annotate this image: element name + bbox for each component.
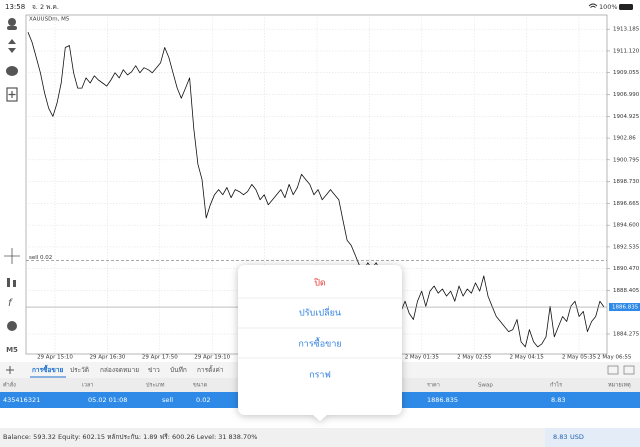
x-tick-label: 2 May 06:55: [597, 355, 632, 361]
x-tick-label: 29 Apr 15:10: [37, 355, 73, 361]
popup-arrow: [312, 414, 328, 421]
footer: [0, 428, 640, 447]
total-profit: 8.83: [553, 433, 567, 441]
column-header: ประเภท: [146, 382, 165, 389]
popup-separators: [238, 297, 402, 359]
y-tick-label: 1902.86: [613, 136, 636, 142]
cell: 1886.835: [427, 396, 458, 404]
x-tick-label: 2 May 01:35: [405, 355, 440, 361]
crosshair-icon[interactable]: [4, 248, 20, 264]
y-tick-label: 1906.990: [613, 92, 640, 98]
x-tick-label: 2 May 04:15: [509, 355, 544, 361]
y-tick-label: 1890.470: [613, 266, 640, 272]
grid: [26, 15, 607, 354]
tab[interactable]: การตั้งค่า: [197, 365, 224, 374]
menu-trade[interactable]: การซื้อขาย: [298, 337, 341, 350]
tab[interactable]: ประวัติ: [70, 366, 89, 374]
symbol-label: XAUUSDm, M5: [29, 17, 70, 23]
x-tick-label: 29 Apr 16:30: [89, 355, 125, 361]
x-tick-label: 2 May 02:55: [457, 355, 492, 361]
column-header: ขนาด: [193, 383, 208, 389]
column-header: Swap: [478, 383, 493, 389]
tab[interactable]: บันทึก: [170, 366, 187, 374]
toolbar: f: [4, 18, 20, 331]
timeframe[interactable]: M5: [6, 346, 18, 354]
x-tick-label: 29 Apr 17:50: [142, 355, 178, 361]
axes: 1913.185 1911.120 1909.055 1906.990 1904.925…: [26, 27, 640, 361]
bid-label-bg: [609, 303, 640, 312]
y-tick-label: 1888.405: [613, 288, 640, 294]
account-icon[interactable]: [8, 18, 16, 26]
column-header: หมายเหตุ: [608, 383, 631, 389]
y-tick-label: 1913.185: [613, 27, 640, 33]
y-tick-label: 1904.925: [613, 114, 640, 120]
candles-icon-2: [13, 280, 16, 287]
tab[interactable]: การซื้อขาย: [32, 364, 63, 374]
panel-icon[interactable]: [607, 365, 619, 375]
column-header: เวลา: [82, 383, 93, 389]
y-tick-label: 1884.275: [613, 332, 640, 338]
column-header: ราคา: [427, 383, 440, 389]
clock: 13:58: [5, 3, 25, 11]
x-tick-label: 2 May 05:35: [562, 355, 597, 361]
y-tick-label: 1911.120: [613, 48, 640, 54]
account-icon-body: [7, 26, 17, 30]
plus: [8, 91, 16, 98]
add-button[interactable]: [6, 366, 14, 374]
popup: [238, 265, 402, 421]
cell: 0.02: [196, 396, 210, 404]
tabs: การซื้อขาย ประวัติ กล่องจดหมาย ข่าว บันทึก กา…: [30, 364, 224, 378]
bid-label: 1886.835: [612, 305, 639, 311]
order-label: sell 0.02: [29, 255, 52, 261]
indicator-icon[interactable]: f: [8, 298, 13, 309]
cell: sell: [162, 396, 173, 404]
currency: USD: [570, 433, 584, 441]
date: จ. 2 พ.ค.: [32, 3, 59, 11]
y-tick-label: 1900.795: [613, 157, 640, 163]
tab[interactable]: ข่าว: [148, 366, 160, 374]
objects-icon[interactable]: [7, 321, 17, 331]
column-header: กำไร: [550, 382, 562, 389]
chat-icon[interactable]: [6, 66, 18, 76]
column-header: คำสั่ง: [3, 381, 16, 389]
menu-modify[interactable]: ปรับเปลี่ยน: [299, 306, 341, 319]
y-tick-label: 1892.535: [613, 244, 640, 250]
battery-level: 100%: [599, 3, 618, 11]
price-line: [27, 32, 605, 348]
y-tick-label: 1894.600: [613, 223, 640, 229]
price-series: [27, 32, 605, 348]
footer-profit-bg: [545, 428, 640, 447]
candles-icon[interactable]: [7, 278, 10, 287]
new-order-icon[interactable]: [6, 87, 18, 102]
menu-chart[interactable]: กราฟ: [309, 371, 331, 381]
panel-icon-2[interactable]: [623, 365, 635, 375]
tab[interactable]: กล่องจดหมาย: [100, 366, 139, 374]
x-tick-label: 29 Apr 19:10: [194, 355, 230, 361]
wifi-icon: [588, 3, 598, 8]
cell: 05.02 01:08: [88, 396, 127, 404]
menu-close[interactable]: ปิด: [314, 278, 326, 289]
popup-panel: [238, 265, 402, 415]
cell: 8.83: [551, 396, 565, 404]
trade-icon[interactable]: [8, 39, 16, 53]
y-tick-label: 1896.665: [613, 201, 640, 207]
y-tick-label: 1909.055: [613, 70, 640, 76]
account-summary: Balance: 593.32 Equity: 602.15 หลักประกั…: [3, 433, 257, 441]
y-tick-label: 1898.730: [613, 179, 640, 185]
cell: 435416321: [3, 396, 40, 404]
battery-icon: [619, 4, 633, 10]
